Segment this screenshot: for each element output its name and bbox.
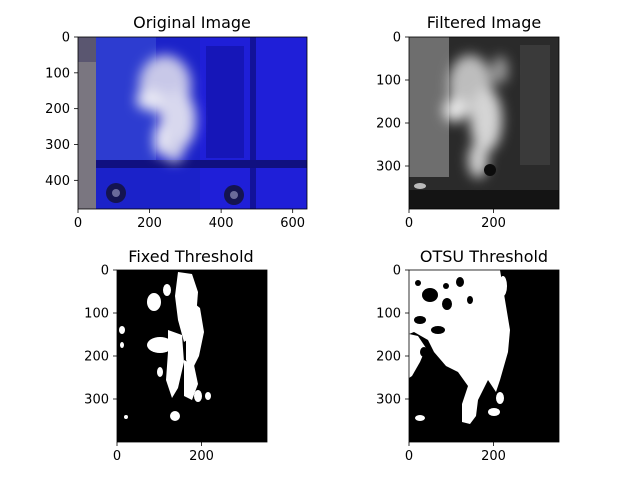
- y-tick-label: 0: [393, 31, 401, 46]
- filtered-image-title: Filtered Image: [427, 13, 541, 32]
- original-image-picture: [78, 37, 307, 209]
- x-tick-label: 200: [189, 449, 214, 464]
- original-image-panel: Original Image 0 200 400 600 0 100 200 300 400: [45, 13, 308, 231]
- y-tick-label: 200: [45, 102, 70, 117]
- x-tick-label: 0: [74, 216, 82, 231]
- x-tick-label: 0: [405, 216, 413, 231]
- original-image-title: Original Image: [133, 13, 251, 32]
- x-tick-label: 200: [137, 216, 162, 231]
- filtered-image-picture: [409, 37, 559, 209]
- x-tick-label: 200: [481, 216, 506, 231]
- y-tick-label: 100: [376, 307, 401, 322]
- y-tick-label: 200: [376, 117, 401, 132]
- x-tick-label: 400: [209, 216, 234, 231]
- y-tick-label: 300: [376, 393, 401, 408]
- y-tick-label: 200: [84, 350, 109, 365]
- y-tick-label: 100: [376, 74, 401, 89]
- y-tick-label: 0: [62, 31, 70, 46]
- x-tick-label: 0: [405, 449, 413, 464]
- filtered-image-panel: Filtered Image 0 200 0 100 200 300: [376, 13, 560, 231]
- y-tick-label: 300: [376, 160, 401, 175]
- y-tick-label: 300: [84, 393, 109, 408]
- x-tick-label: 200: [481, 449, 506, 464]
- otsu-threshold-picture: [409, 270, 559, 442]
- y-tick-label: 0: [393, 264, 401, 279]
- y-tick-label: 100: [45, 66, 70, 81]
- y-tick-label: 0: [101, 264, 109, 279]
- fixed-threshold-title: Fixed Threshold: [128, 247, 253, 266]
- y-tick-label: 100: [84, 307, 109, 322]
- otsu-threshold-title: OTSU Threshold: [420, 247, 548, 266]
- fixed-threshold-picture: [117, 270, 267, 442]
- y-tick-label: 400: [45, 174, 70, 189]
- x-tick-label: 600: [280, 216, 305, 231]
- x-tick-label: 0: [113, 449, 121, 464]
- fixed-threshold-panel: Fixed Threshold 0 200 0 100 200 300: [84, 247, 268, 464]
- y-tick-label: 300: [45, 138, 70, 153]
- otsu-threshold-panel: OTSU Threshold 0 200 0 100 200 300: [376, 247, 560, 464]
- y-tick-label: 200: [376, 350, 401, 365]
